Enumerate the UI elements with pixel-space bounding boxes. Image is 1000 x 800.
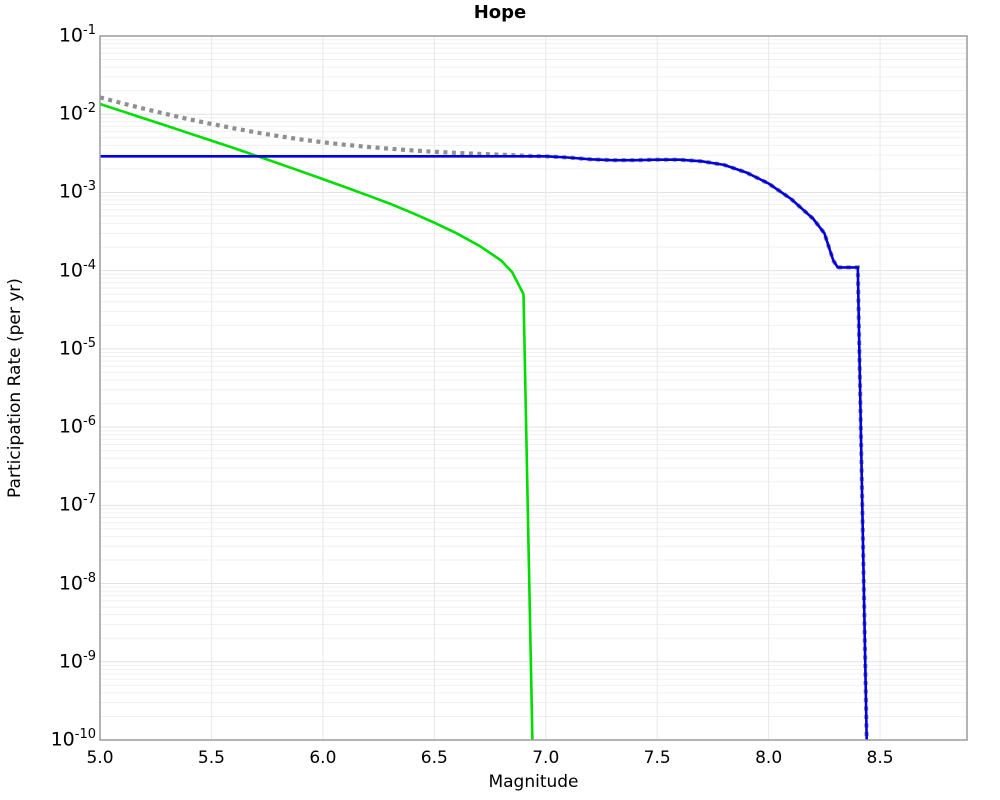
x-tick-label: 7.0	[532, 748, 560, 768]
x-tick-label: 6.5	[420, 748, 448, 768]
y-tick-label: 10-6	[58, 414, 96, 438]
y-tick-label: 10-1	[58, 23, 96, 47]
chart-title: Hope	[473, 2, 527, 23]
series-blue-solid	[100, 155, 868, 741]
y-tick-label: 10-3	[58, 179, 96, 203]
x-tick-label: 8.0	[755, 748, 783, 768]
plot-frame	[99, 35, 968, 741]
y-tick-label: 10-8	[58, 570, 96, 594]
x-tick-label: 5.0	[86, 748, 114, 768]
series-green-solid	[99, 102, 534, 741]
x-tick-label: 6.0	[309, 748, 337, 768]
y-tick-label: 10-5	[58, 335, 96, 360]
y-tick-label: 10-9	[58, 648, 96, 673]
y-axis-label: Participation Rate (per yr)	[5, 278, 25, 498]
y-tick-label: 10-4	[58, 257, 96, 281]
y-tick-label: 10-2	[58, 101, 96, 125]
plot-area	[100, 36, 967, 740]
x-tick-label: 8.5	[866, 748, 894, 768]
y-tick-label: 10-7	[58, 492, 96, 516]
x-tick-label: 7.5	[643, 748, 671, 768]
x-axis-label: Magnitude	[488, 772, 579, 792]
x-tick-label: 5.5	[197, 748, 225, 768]
y-tick-label: 10-10	[50, 727, 96, 751]
